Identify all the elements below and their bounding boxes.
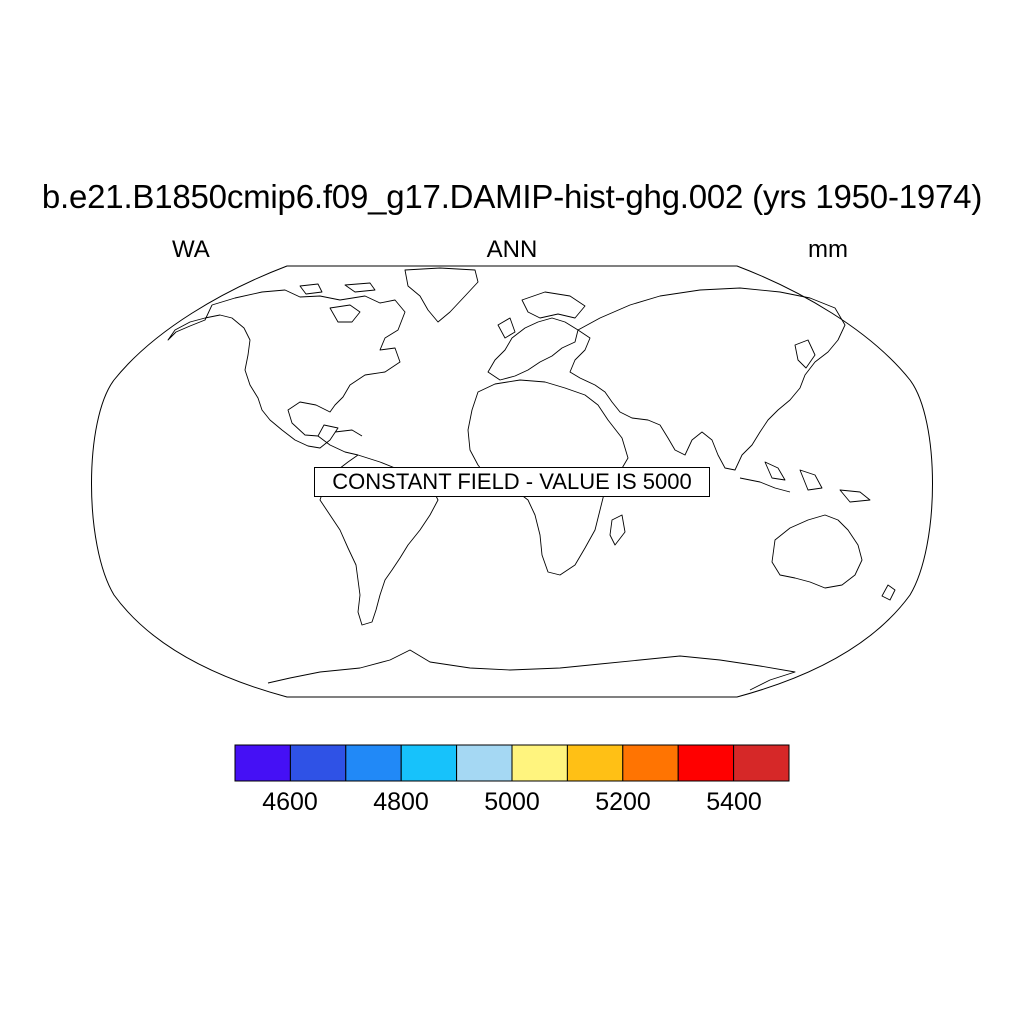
australia-coast <box>771 514 863 589</box>
colorbar-swatch <box>733 744 790 782</box>
colorbar-swatch <box>345 744 402 782</box>
colorbar-label: 5400 <box>706 788 762 816</box>
colorbar-label: 5000 <box>484 788 540 816</box>
asia-coast <box>569 287 846 471</box>
map-outline <box>91 265 933 698</box>
colorbar-swatch <box>622 744 679 782</box>
colorbar-swatch <box>677 744 735 782</box>
greenland-coast <box>404 267 479 323</box>
colorbar-swatch <box>289 744 347 782</box>
colorbar-swatch <box>511 744 568 782</box>
colorbar-label: 4800 <box>373 788 429 816</box>
season-label: ANN <box>486 236 538 263</box>
colorbar-label: 4600 <box>262 788 318 816</box>
constant-field-notice: CONSTANT FIELD - VALUE IS 5000 <box>314 467 710 497</box>
antarctica-coast <box>267 649 796 691</box>
colorbar-swatch <box>234 744 291 782</box>
colorbar-swatch <box>566 744 624 782</box>
north-america-coast <box>167 289 406 449</box>
colorbar-swatch <box>400 744 458 782</box>
units-label: mm <box>808 236 848 263</box>
colorbar-swatch <box>456 744 513 782</box>
plot-title: b.e21.B1850cmip6.f09_g17.DAMIP-hist-ghg.… <box>41 178 983 215</box>
colorbar-label: 5200 <box>595 788 651 816</box>
variable-label: WA <box>172 236 210 263</box>
